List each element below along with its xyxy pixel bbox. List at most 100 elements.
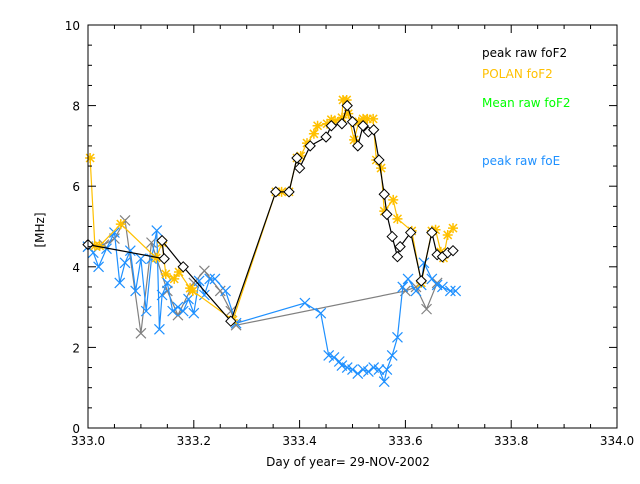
x-marker xyxy=(378,376,390,388)
y-tick-label: 2 xyxy=(72,341,80,355)
diamond-marker xyxy=(378,188,390,200)
x-marker xyxy=(130,285,142,297)
y-tick-label: 4 xyxy=(72,261,80,275)
y-tick-label: 6 xyxy=(72,180,80,194)
x-marker xyxy=(402,273,414,285)
x-marker xyxy=(418,257,430,269)
star-marker xyxy=(368,113,379,124)
diamond-marker xyxy=(336,118,348,130)
x-marker xyxy=(151,225,163,236)
diamond-marker xyxy=(270,186,282,198)
star-marker xyxy=(312,120,323,131)
x-marker xyxy=(156,289,168,301)
x-marker xyxy=(204,273,216,285)
x-tick-label: 333.6 xyxy=(388,434,422,448)
y-tick-label: 0 xyxy=(72,422,80,436)
x-marker xyxy=(172,301,184,313)
diamond-marker xyxy=(373,154,385,166)
diamond-marker xyxy=(341,99,353,112)
diamond-marker xyxy=(225,315,237,327)
diamond-marker xyxy=(426,226,438,239)
x-marker xyxy=(124,245,136,257)
x-marker xyxy=(109,227,120,238)
series-line xyxy=(87,103,454,323)
x-tick-label: 333.0 xyxy=(71,434,105,448)
x-axis-label: Day of year= 29-NOV-2002 xyxy=(266,455,430,469)
x-marker xyxy=(153,323,165,335)
star-marker xyxy=(187,285,198,296)
legend-entry: POLAN foF2 xyxy=(482,67,553,81)
diamond-marker xyxy=(293,162,306,174)
y-axis-label: [MHz] xyxy=(33,212,47,247)
star-marker xyxy=(376,163,387,174)
star-marker xyxy=(442,229,453,240)
x-marker xyxy=(209,273,221,285)
diamond-marker xyxy=(283,186,295,198)
diamond-marker xyxy=(177,261,189,273)
x-marker xyxy=(386,350,398,361)
star-marker xyxy=(160,269,171,280)
legend-entry: peak raw foF2 xyxy=(482,46,567,60)
x-marker xyxy=(188,307,200,319)
series-line xyxy=(87,218,438,334)
diamond-marker xyxy=(386,230,398,243)
x-marker xyxy=(347,364,358,375)
series-peak-raw-foe xyxy=(82,225,462,388)
x-marker xyxy=(93,261,105,273)
x-marker xyxy=(198,265,210,277)
star-marker xyxy=(169,273,180,284)
diamond-marker xyxy=(367,124,380,136)
x-marker xyxy=(373,364,385,375)
diamond-marker xyxy=(320,131,332,143)
star-marker xyxy=(94,240,105,251)
x-marker xyxy=(315,307,327,319)
star-marker xyxy=(448,223,459,234)
diamond-marker xyxy=(394,240,406,253)
x-marker xyxy=(183,293,194,305)
diamond-marker xyxy=(156,234,168,247)
x-marker xyxy=(299,297,311,309)
diamond-marker xyxy=(391,251,404,263)
x-tick-label: 333.4 xyxy=(282,434,316,448)
x-marker xyxy=(421,303,432,315)
diamond-marker xyxy=(325,120,338,132)
legend-entry: peak raw foE xyxy=(482,154,560,168)
x-marker xyxy=(140,305,152,317)
x-marker xyxy=(198,289,210,301)
star-marker xyxy=(85,152,96,163)
x-marker xyxy=(172,309,184,321)
diamond-marker xyxy=(346,116,359,128)
x-tick-label: 333.2 xyxy=(177,434,211,448)
legend: peak raw foF2 POLAN foF2 Mean raw foF2 peak… xyxy=(482,46,571,168)
x-marker xyxy=(161,285,173,297)
x-marker xyxy=(119,257,131,269)
diamond-marker xyxy=(415,275,427,287)
star-marker xyxy=(388,194,399,205)
series-grey xyxy=(82,215,443,339)
x-marker xyxy=(444,285,456,297)
diamond-marker xyxy=(381,208,393,221)
x-marker xyxy=(352,368,364,380)
diamond-marker xyxy=(404,226,417,239)
star-marker xyxy=(151,252,162,263)
x-marker xyxy=(214,285,226,297)
axes: 333.0 333.2 333.4 333.6 333.8 334.0 0 2 4 6 8 10 xyxy=(65,19,634,448)
diamond-marker xyxy=(357,120,369,132)
x-marker xyxy=(135,327,147,339)
diamond-marker xyxy=(447,244,459,257)
x-marker xyxy=(392,331,403,343)
diamond-marker xyxy=(352,140,364,152)
x-marker xyxy=(381,364,393,375)
series-layer xyxy=(82,94,462,388)
series-line xyxy=(89,99,454,321)
star-marker xyxy=(392,213,403,224)
legend-entry: Mean raw foF2 xyxy=(482,96,571,110)
diamond-marker xyxy=(304,140,316,152)
plot-frame xyxy=(87,24,618,429)
series-peak-raw-fof2 xyxy=(82,99,459,327)
x-tick-label: 334.0 xyxy=(600,434,634,448)
x-marker xyxy=(177,305,189,317)
star-marker xyxy=(115,219,126,230)
series-line xyxy=(87,230,456,384)
y-tick-label: 8 xyxy=(72,100,80,114)
